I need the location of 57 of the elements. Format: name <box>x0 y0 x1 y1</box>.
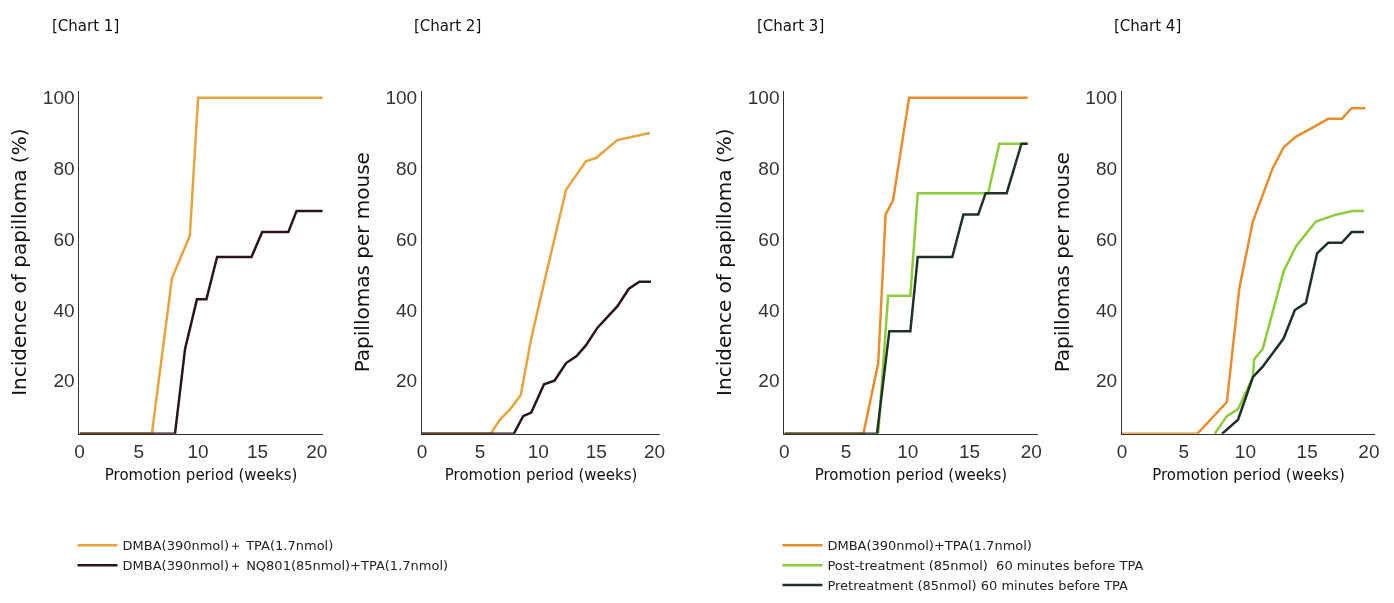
y-tick-label: 100 <box>42 87 75 109</box>
x-tick-label: 5 <box>840 440 852 462</box>
chart-title: [Chart 2] <box>414 17 482 35</box>
x-tick-label: 15 <box>1296 440 1318 462</box>
x-tick-label: 0 <box>416 440 428 462</box>
y-tick-label: 20 <box>395 370 418 392</box>
chart-title: [Chart 3] <box>757 17 825 35</box>
y-tick-label: 80 <box>53 158 75 180</box>
x-tick-label: 20 <box>306 440 328 462</box>
y-tick-label: 40 <box>758 299 780 321</box>
x-tick-label: 0 <box>74 440 85 462</box>
x-axis-title: Promotion period (weeks) <box>1152 465 1345 484</box>
y-axis-title: Incidence of papilloma (%) <box>7 128 32 396</box>
y-axis-title: Papillomas per mouse <box>1049 152 1074 373</box>
x-tick-label: 10 <box>1234 440 1256 462</box>
legend-label: DMBA(390nmol)＋ TPA(1.7nmol) <box>122 538 334 554</box>
y-tick-label: 80 <box>758 158 780 180</box>
y-tick-label: 60 <box>1095 228 1118 250</box>
y-tick-label: 80 <box>1095 158 1118 180</box>
y-tick-label: 60 <box>53 228 75 250</box>
y-tick-label: 80 <box>395 158 418 180</box>
x-axis-title: Promotion period (weeks) <box>104 465 298 484</box>
x-tick-label: 15 <box>246 440 269 462</box>
x-tick-label: 5 <box>133 440 145 462</box>
y-tick-label: 20 <box>758 370 780 392</box>
legend-label: DMBA(390nmol)+TPA(1.7nmol) <box>827 538 1032 554</box>
y-tick-label: 60 <box>395 228 418 250</box>
legend-label: Pretreatment (85nmol) 60 minutes before TPA <box>827 578 1129 594</box>
y-tick-label: 20 <box>1095 370 1118 392</box>
y-tick-label: 100 <box>385 87 418 109</box>
y-tick-label: 100 <box>747 87 780 109</box>
chart-title: [Chart 1] <box>52 17 120 35</box>
y-tick-label: 40 <box>1095 299 1118 321</box>
y-axis-title: Incidence of papilloma (%) <box>712 128 737 396</box>
x-tick-label: 5 <box>1178 440 1189 462</box>
x-tick-label: 10 <box>187 440 209 462</box>
legend-label: Post-treatment (85nmol) 60 minutes before TPA <box>827 558 1144 574</box>
y-tick-label: 20 <box>53 370 75 392</box>
y-axis-title: Papillomas per mouse <box>349 152 374 373</box>
y-tick-label: 40 <box>395 299 418 321</box>
x-tick-label: 15 <box>959 440 981 462</box>
y-tick-label: 100 <box>1085 87 1118 109</box>
x-tick-label: 20 <box>1020 440 1042 462</box>
x-axis-title: Promotion period (weeks) <box>814 465 1008 484</box>
x-tick-label: 15 <box>585 440 607 462</box>
x-tick-label: 10 <box>527 440 549 462</box>
x-tick-label: 0 <box>779 440 790 462</box>
x-axis-title: Promotion period (weeks) <box>444 465 638 484</box>
x-tick-label: 20 <box>1358 440 1380 462</box>
legend-label: DMBA(390nmol)＋ NQ801(85nmol)+TPA(1.7nmol) <box>122 558 449 574</box>
x-tick-label: 5 <box>474 440 486 462</box>
y-tick-label: 40 <box>53 299 75 321</box>
x-tick-label: 20 <box>643 440 666 462</box>
x-tick-label: 10 <box>897 440 919 462</box>
chart-title: [Chart 4] <box>1114 17 1182 35</box>
x-tick-label: 0 <box>1116 440 1128 462</box>
y-tick-label: 60 <box>758 228 780 250</box>
